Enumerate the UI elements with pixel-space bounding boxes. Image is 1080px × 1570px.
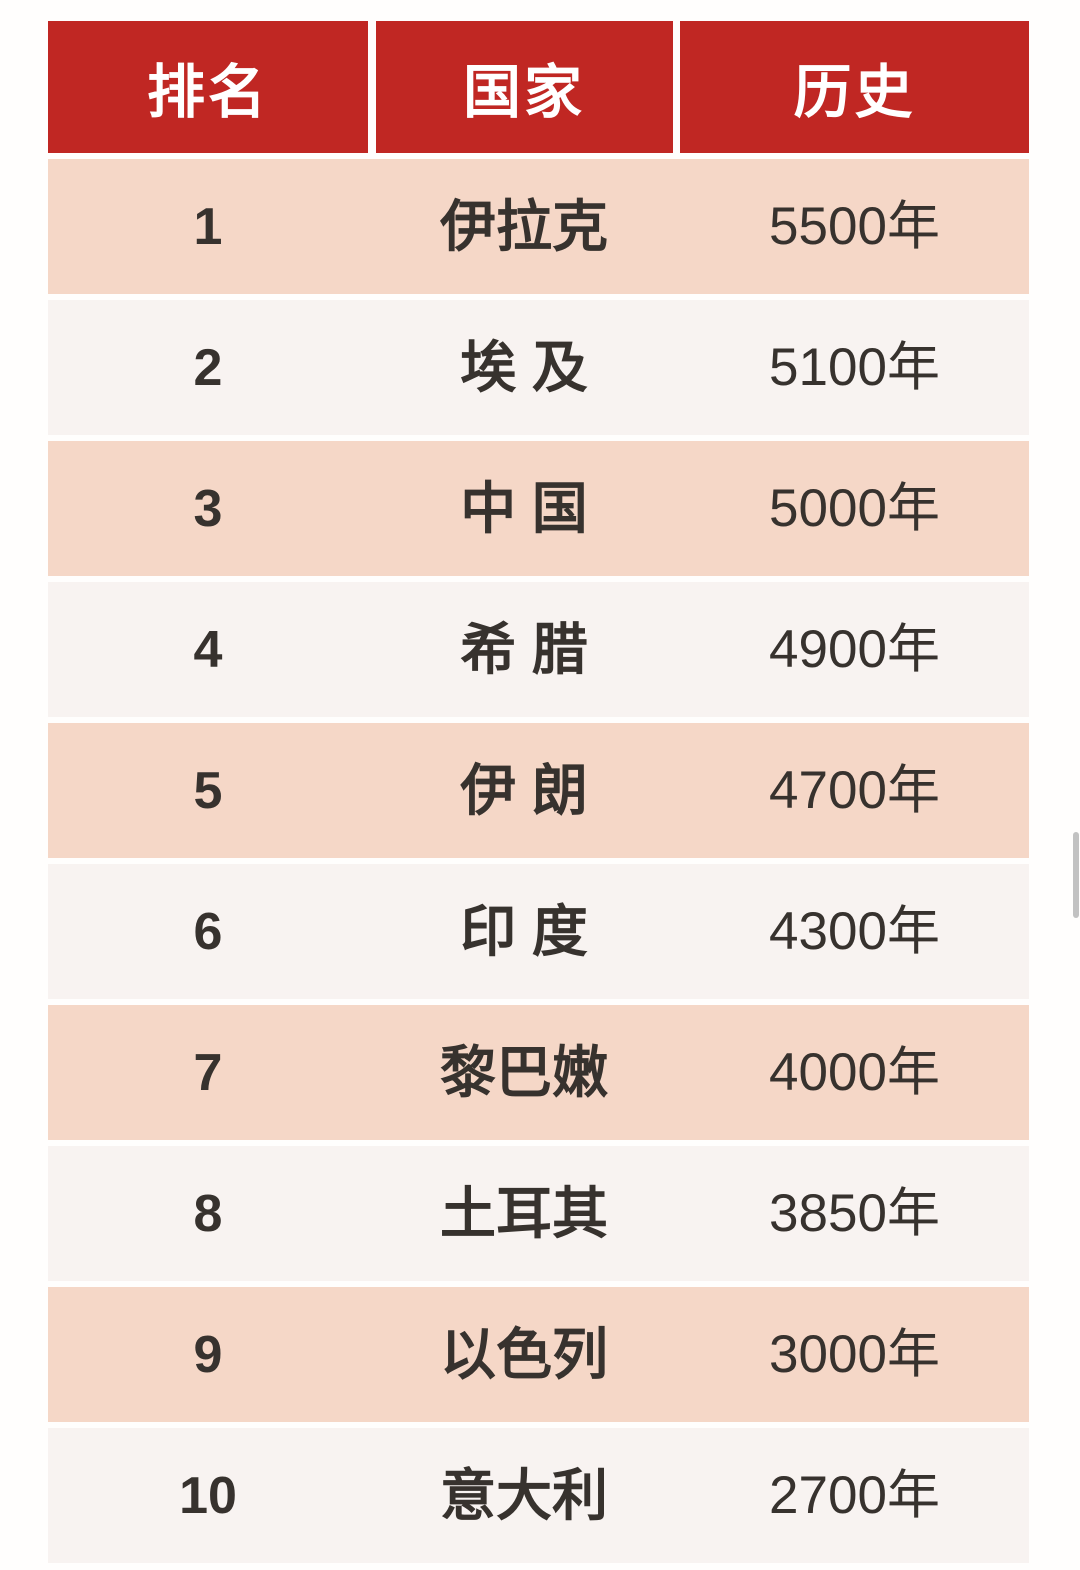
rank-cell: 8 <box>193 1184 223 1243</box>
history-cell: 5000年 <box>769 479 940 538</box>
table-row: 2 埃 及 5100年 <box>48 300 1029 435</box>
country-cell: 伊拉克 <box>440 194 608 258</box>
table-row: 6 印 度 4300年 <box>48 864 1029 999</box>
history-cell: 4000年 <box>769 1043 940 1102</box>
history-cell: 4900年 <box>769 620 940 679</box>
country-cell: 土耳其 <box>440 1181 608 1245</box>
table-row: 3 中 国 5000年 <box>48 441 1029 576</box>
ranking-table: 排名 国家 历史 1 伊拉克 5500年 2 埃 及 5100年 3 中 国 5… <box>48 21 1029 1563</box>
history-cell: 4300年 <box>769 902 940 961</box>
rank-cell: 4 <box>193 620 223 679</box>
country-cell: 伊 朗 <box>460 758 588 822</box>
history-cell: 2700年 <box>769 1466 940 1525</box>
rank-cell: 1 <box>193 197 223 256</box>
table-row: 8 土耳其 3850年 <box>48 1146 1029 1281</box>
rank-cell: 6 <box>193 902 223 961</box>
header-cell-rank: 排名 <box>48 21 368 153</box>
country-cell: 印 度 <box>460 899 588 963</box>
country-cell: 以色列 <box>440 1322 608 1386</box>
table-row: 7 黎巴嫩 4000年 <box>48 1005 1029 1140</box>
history-cell: 5500年 <box>769 197 940 256</box>
history-cell: 5100年 <box>769 338 940 397</box>
rank-cell: 3 <box>193 479 223 538</box>
country-cell: 黎巴嫩 <box>440 1040 608 1104</box>
country-cell: 意大利 <box>440 1463 608 1527</box>
table-row: 9 以色列 3000年 <box>48 1287 1029 1422</box>
country-cell: 埃 及 <box>460 335 588 399</box>
history-cell: 4700年 <box>769 761 940 820</box>
rank-cell: 2 <box>193 338 223 397</box>
history-cell: 3850年 <box>769 1184 940 1243</box>
rank-cell: 9 <box>193 1325 223 1384</box>
scrollbar-thumb[interactable] <box>1073 832 1079 918</box>
table-row: 1 伊拉克 5500年 <box>48 159 1029 294</box>
rank-cell: 10 <box>179 1466 237 1525</box>
country-cell: 中 国 <box>460 476 588 540</box>
header-cell-country: 国家 <box>375 21 673 153</box>
table-header: 排名 国家 历史 <box>48 21 1029 153</box>
header-cell-history: 历史 <box>680 21 1029 153</box>
table-row: 4 希 腊 4900年 <box>48 582 1029 717</box>
rank-cell: 7 <box>193 1043 223 1102</box>
country-cell: 希 腊 <box>460 617 588 681</box>
rank-cell: 5 <box>193 761 223 820</box>
table-row: 5 伊 朗 4700年 <box>48 723 1029 858</box>
history-cell: 3000年 <box>769 1325 940 1384</box>
table-row: 10 意大利 2700年 <box>48 1428 1029 1563</box>
